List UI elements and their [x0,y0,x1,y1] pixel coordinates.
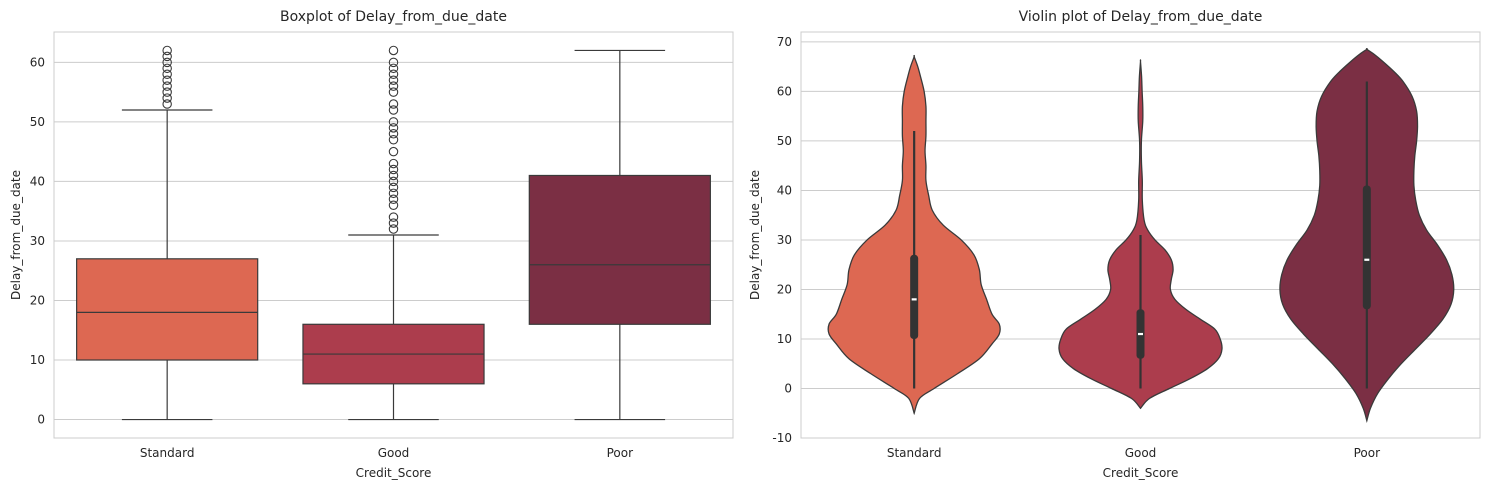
outlier-point [388,182,399,193]
violin-standard [827,54,1001,416]
outlier-point [388,45,399,56]
violin-poor [1279,48,1455,423]
violin-y-tick-label: -10 [772,431,792,445]
violin-y-axis-label: Delay_from_due_date [748,170,762,300]
boxplot-title: Boxplot of Delay_from_due_date [280,9,507,25]
outlier-point [162,63,172,74]
outlier-point [388,158,399,169]
outlier-point [388,81,399,91]
outlier-point [162,99,172,109]
violin-y-tick-label: 0 [784,381,792,395]
outlier-point [388,200,399,210]
boxplot-y-tick-label: 0 [37,413,45,427]
boxplot-x-tick-label: Good [378,446,410,460]
outlier-point [388,176,399,187]
outlier-point [388,69,399,80]
outlier-point [388,123,399,133]
violin-x-tick-label: Poor [1354,446,1380,460]
boxplot-x-axis-label: Credit_Score [356,466,432,480]
outlier-point [162,51,172,62]
violin-x-tick-label: Good [1125,446,1157,460]
outlier-point [162,69,172,80]
violin-y-tick-label: 10 [777,332,792,346]
outlier-point [388,129,399,139]
violin-title: Violin plot of Delay_from_due_date [1019,9,1263,25]
outlier-point [388,212,399,222]
violin-x-axis-label: Credit_Score [1103,466,1179,480]
violin-y-tick-label: 70 [777,35,792,49]
boxplot-y-axis-label: Delay_from_due_date [9,170,23,300]
violin-y-tick-label: 30 [777,233,792,247]
outlier-point [162,75,172,85]
outlier-point [388,99,399,109]
violin-x-ticks: Standard Good Poor [887,446,1380,460]
violin-y-tick-label: 50 [777,134,792,148]
outlier-point [388,146,399,157]
boxplot-frame [53,31,734,439]
boxplot-y-tick-label: 30 [30,234,45,248]
boxplot-y-tick-label: 20 [30,293,45,307]
outlier-point [388,117,399,127]
violin-y-tick-label: 40 [777,183,792,197]
outlier-point [388,188,399,199]
outlier-point [162,45,172,56]
iqr-box [76,258,259,361]
violin-good [1058,59,1223,410]
violin-y-tick-label: 20 [777,282,792,296]
boxplot-x-tick-label: Poor [607,446,633,460]
outlier-point [388,75,399,85]
boxplot-y-tick-label: 40 [30,174,45,188]
outlier-point [388,105,399,115]
boxplot-x-ticks: Standard Good Poor [140,446,633,460]
box-poor [528,49,711,421]
boxplot-y-tick-label: 60 [30,55,45,69]
iqr-box [528,174,711,325]
outlier-point [388,218,399,228]
outlier-point [388,194,399,205]
box-standard [76,45,259,421]
box-good [302,45,485,421]
outlier-point [388,224,399,234]
outlier-point [388,63,399,74]
violin-iqr-bar [910,254,919,339]
violin-y-tick-label: 60 [777,84,792,98]
violin-body [1058,59,1223,410]
boxplot-y-tick-label: 50 [30,115,45,129]
violin-frame [800,31,1481,439]
outlier-point [388,135,399,145]
outlier-point [162,93,172,103]
boxplot-marks [76,45,711,421]
outlier-point [388,57,399,68]
outlier-point [162,57,172,68]
outlier-point [388,87,399,97]
violin-iqr-bar [1362,185,1371,310]
boxplot-y-ticks: 0 10 20 30 40 50 60 [30,55,45,426]
violin-x-tick-label: Standard [887,446,942,460]
outlier-point [162,87,172,97]
boxplot-y-tick-label: 10 [30,353,45,367]
boxplot-x-tick-label: Standard [140,446,195,460]
violin-marks [827,48,1455,423]
outlier-point [388,170,399,181]
boxplot-panel: 0 10 20 30 40 50 60 Standard Good Poor Boxplot o… [9,9,734,480]
violin-y-ticks: -10 0 10 20 30 40 50 60 70 [772,35,792,445]
violin-panel: -10 0 10 20 30 40 50 60 70 Standard Good Poor Viol… [748,9,1481,480]
outlier-point [162,81,172,91]
outlier-point [388,164,399,175]
